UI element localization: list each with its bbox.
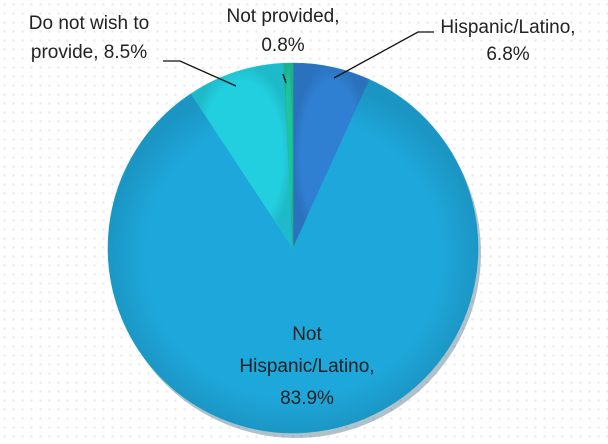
pie-slice-shade-not-hispanic-latino	[108, 79, 479, 434]
slice-label-hispanic-latino: Hispanic/Latino, 6.8%	[440, 17, 575, 65]
pie-slice-shade-hispanic-latino	[293, 63, 370, 248]
pie-slice-shade-not-provided	[283, 62, 293, 248]
pie-slice-shade-do-not-wish-to-provide	[190, 63, 293, 249]
slice-label-do-not-wish-to-provide: Do not wish to provide, 8.5%	[29, 13, 149, 63]
slice-label-not-hispanic-latino: Not Hispanic/Latino, 83.9%	[239, 324, 374, 409]
leader-line-hispanic-latino	[333, 31, 434, 79]
leader-line-do-not-wish-to-provide	[163, 60, 237, 87]
slice-label-not-provided: Not provided, 0.8%	[226, 6, 339, 56]
leader-line-not-provided	[282, 73, 287, 84]
